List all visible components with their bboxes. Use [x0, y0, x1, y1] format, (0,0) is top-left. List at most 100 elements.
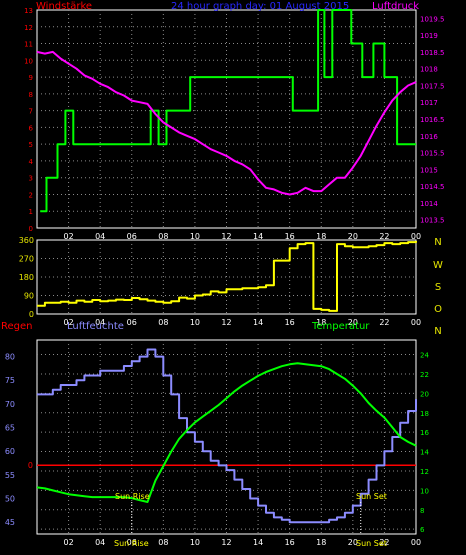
left-label-humidity: Luftfeuchte [67, 321, 124, 332]
pressure-y-tick-label: 1016 [420, 133, 438, 141]
compass-label: S [435, 282, 441, 293]
pressure-y-tick-label: 1018 [420, 66, 438, 74]
sunset-annotation: Sun Set [356, 492, 387, 501]
sunrise-annotation: Sun Rise [115, 492, 150, 501]
pressure-y-tick-label: 1018.5 [420, 49, 445, 57]
humidity-temperature-x-tick-label: 10 [190, 538, 200, 547]
humidity-temperature-x-tick-label: 16 [285, 538, 295, 547]
right-axis-label-pressure: Luftdruck [372, 1, 419, 12]
wind-y-tick-label: 3 [29, 175, 33, 183]
wind-pressure-x-tick-label: 08 [158, 232, 168, 241]
wind-pressure-x-tick-label: 18 [316, 232, 326, 241]
sunrise-bottom-label: Sun Rise [114, 539, 149, 548]
wind-pressure-x-tick-label: 06 [127, 232, 137, 241]
humidity-temperature-x-tick-label: 02 [63, 538, 73, 547]
temperature-y-tick-label: 8 [420, 507, 424, 515]
pressure-y-tick-label: 1019.5 [420, 15, 445, 23]
humidity-temperature-x-tick-label: 22 [379, 538, 389, 547]
humidity-temperature-grid: 6 8 10 12 14 16 18 20 22 24 45 50 55 60 65 70 75 80 0 02 04 0… [5, 339, 429, 547]
left-axis-label-wind: Windstärke [36, 1, 92, 12]
humidity-temperature-x-tick-label: 00 [411, 538, 421, 547]
wind-direction-x-tick-label: 12 [221, 318, 231, 327]
wind-pressure-x-tick-label: 16 [285, 232, 295, 241]
humidity-y-tick-label: 45 [5, 518, 15, 527]
wind-y-tick-label: 10 [24, 57, 33, 65]
wind-pressure-x-tick-label: 10 [190, 232, 200, 241]
wind-direction-x-tick-label: 20 [348, 318, 358, 327]
wind-direction-x-tick-label: 10 [190, 318, 200, 327]
compass-label: N [434, 237, 441, 248]
direction-y-tick-label: 180 [19, 273, 34, 282]
wind-pressure-x-tick-label: 02 [63, 232, 73, 241]
wind-direction-x-tick-label: 04 [95, 318, 105, 327]
wind-y-tick-label: 11 [24, 41, 33, 49]
humidity-y-tick-label: 75 [5, 376, 15, 385]
wind-pressure-x-tick-label: 22 [379, 232, 389, 241]
humidity-temperature-x-tick-label: 14 [253, 538, 263, 547]
wind-y-tick-label: 13 [24, 7, 33, 15]
sunset-bottom-label: Sun Set [356, 539, 387, 548]
pressure-y-tick-label: 1017.5 [420, 82, 445, 90]
compass-label: O [434, 304, 442, 315]
compass-label: N [434, 326, 441, 337]
temperature-y-tick-label: 14 [420, 449, 429, 457]
humidity-y-tick-label: 80 [5, 353, 15, 362]
direction-y-tick-label: 270 [19, 255, 34, 264]
humidity-y-tick-label: 70 [5, 400, 15, 409]
humidity-temperature-x-tick-label: 18 [316, 538, 326, 547]
wind-pressure-x-tick-label: 04 [95, 232, 105, 241]
wind-direction-line [37, 241, 417, 312]
wind-pressure-x-tick-label: 20 [348, 232, 358, 241]
humidity-y-tick-label: 65 [5, 424, 15, 433]
humidity-temperature-x-tick-label: 20 [348, 538, 358, 547]
direction-y-tick-label: 0 [29, 310, 34, 319]
wind-y-tick-label: 2 [29, 191, 33, 199]
chart-title: 24 hour graph day: 01 August 2015 [171, 1, 349, 12]
wind-strength-line [40, 9, 416, 213]
pressure-y-tick-label: 1019 [420, 32, 438, 40]
humidity-y-tick-label: 50 [5, 495, 15, 504]
humidity-temperature-x-tick-label: 08 [158, 538, 168, 547]
wind-direction-x-tick-label: 22 [379, 318, 389, 327]
direction-y-tick-label: 360 [19, 236, 34, 245]
rain-zero-label: 0 [28, 461, 33, 470]
wind-pressure-x-tick-label: 14 [253, 232, 263, 241]
pressure-y-tick-label: 1017 [420, 99, 438, 107]
humidity-temperature-x-tick-label: 06 [127, 538, 137, 547]
temperature-line [36, 362, 417, 503]
wind-direction-x-tick-label: 00 [411, 318, 421, 327]
pressure-y-tick-label: 1013.5 [420, 217, 445, 225]
wind-y-tick-label: 4 [29, 158, 34, 166]
left-label-rain: Regen [1, 321, 33, 332]
temperature-y-tick-label: 10 [420, 487, 429, 495]
wind-direction-x-tick-label: 02 [63, 318, 73, 327]
wind-pressure-grid: 0123456789101112131013.510141014.5101510… [24, 7, 444, 241]
humidity-y-tick-label: 55 [5, 471, 15, 480]
humidity-y-tick-label: 60 [5, 447, 15, 456]
humidity-temperature-x-tick-label: 04 [95, 538, 105, 547]
pressure-line [36, 50, 417, 196]
wind-y-tick-label: 9 [29, 74, 33, 82]
wind-y-tick-label: 7 [29, 108, 33, 116]
pressure-y-tick-label: 1014.5 [420, 183, 445, 191]
humidity-line [37, 348, 417, 524]
chart-marks [36, 9, 417, 534]
humidity-temperature-x-tick-label: 12 [221, 538, 231, 547]
wind-direction-x-tick-label: 08 [158, 318, 168, 327]
temperature-y-tick-label: 22 [420, 371, 429, 379]
pressure-y-tick-label: 1014 [420, 200, 438, 208]
wind-direction-x-tick-label: 14 [253, 318, 263, 327]
wind-y-tick-label: 5 [29, 141, 33, 149]
pressure-y-tick-label: 1015 [420, 166, 438, 174]
wind-y-tick-label: 0 [29, 225, 33, 233]
pressure-y-tick-label: 1016.5 [420, 116, 445, 124]
compass-label: W [433, 260, 443, 271]
wind-y-tick-label: 12 [24, 24, 33, 32]
temperature-y-tick-label: 18 [420, 410, 429, 418]
temperature-y-tick-label: 16 [420, 429, 429, 437]
direction-y-tick-label: 90 [24, 292, 34, 301]
temperature-y-tick-label: 12 [420, 468, 429, 476]
wind-pressure-x-tick-label: 00 [411, 232, 421, 241]
